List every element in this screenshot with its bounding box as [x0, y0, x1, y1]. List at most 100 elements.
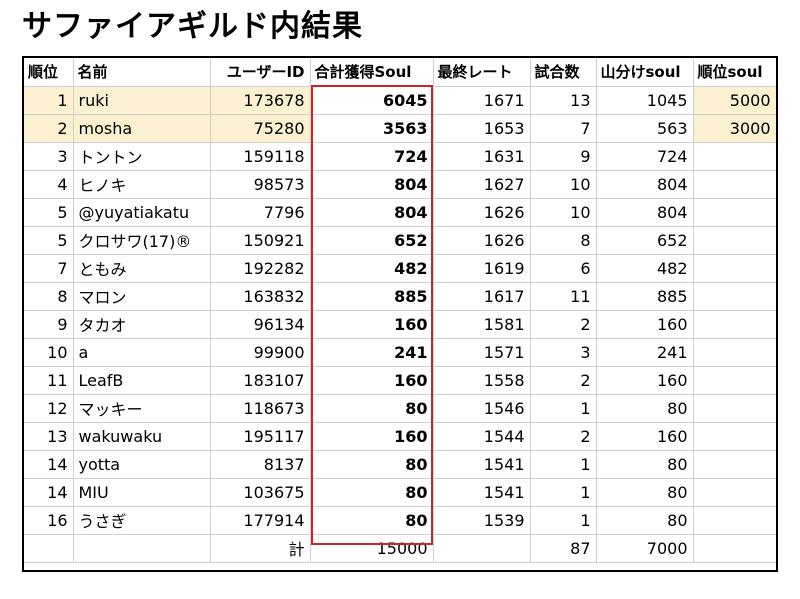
cell-total-soul: 80 [310, 394, 434, 423]
cell-total-soul: 160 [310, 422, 434, 451]
cell-rank-soul [693, 282, 776, 311]
cell-games: 13 [530, 86, 597, 115]
cell-rank: 7 [24, 254, 74, 283]
cell-rank: 5 [24, 198, 74, 227]
header-split-soul: 山分けsoul [596, 58, 694, 87]
table-row: 5 @yuyatiakatu 7796 804 1626 10 804 [24, 198, 776, 227]
cell-final-rate: 1571 [433, 338, 531, 367]
table-row: 1 ruki 173678 6045 1671 13 1045 5000 [24, 86, 776, 115]
cell-final-rate: 1631 [433, 142, 531, 171]
cell-total-soul: 804 [310, 170, 434, 199]
cell-name: トントン [73, 142, 211, 171]
cell-rank: 1 [24, 86, 74, 115]
cell-rank-soul [693, 226, 776, 255]
cell-rank: 2 [24, 114, 74, 143]
cell-user-id: 183107 [210, 366, 311, 395]
cell-rank-soul [693, 338, 776, 367]
cell-rank: 3 [24, 142, 74, 171]
cell-user-id: 99900 [210, 338, 311, 367]
cell-final-rate: 1539 [433, 506, 531, 535]
cell-split-soul: 80 [596, 478, 694, 507]
cell-total-soul: 885 [310, 282, 434, 311]
table-row: 13 wakuwaku 195117 160 1544 2 160 [24, 422, 776, 451]
totals-soul: 15000 [310, 534, 434, 563]
header-user-id: ユーザーID [210, 58, 311, 87]
header-final-rate: 最終レート [433, 58, 531, 87]
cell-split-soul: 885 [596, 282, 694, 311]
cell-user-id: 159118 [210, 142, 311, 171]
cell-final-rate: 1558 [433, 366, 531, 395]
results-table: 順位 名前 ユーザーID 合計獲得Soul 最終レート 試合数 山分けsoul … [22, 56, 778, 572]
cell-games: 6 [530, 254, 597, 283]
cell-games: 2 [530, 310, 597, 339]
table-row: 11 LeafB 183107 160 1558 2 160 [24, 366, 776, 395]
cell-games: 1 [530, 478, 597, 507]
cell-total-soul: 652 [310, 226, 434, 255]
cell-name: タカオ [73, 310, 211, 339]
cell-final-rate: 1541 [433, 450, 531, 479]
cell-rank: 10 [24, 338, 74, 367]
cell-user-id: 103675 [210, 478, 311, 507]
cell-split-soul: 482 [596, 254, 694, 283]
cell-rank: 14 [24, 450, 74, 479]
cell-final-rate: 1541 [433, 478, 531, 507]
cell-games: 2 [530, 366, 597, 395]
cell-split-soul: 80 [596, 506, 694, 535]
cell-rank-soul [693, 478, 776, 507]
table-row: 7 ともみ 192282 482 1619 6 482 [24, 254, 776, 283]
cell-user-id: 98573 [210, 170, 311, 199]
cell-total-soul: 6045 [310, 86, 434, 115]
table-row: 16 うさぎ 177914 80 1539 1 80 [24, 506, 776, 535]
cell-user-id: 150921 [210, 226, 311, 255]
header-rank: 順位 [24, 58, 74, 87]
cell-games: 1 [530, 506, 597, 535]
cell-user-id: 75280 [210, 114, 311, 143]
cell-games: 8 [530, 226, 597, 255]
cell-games: 11 [530, 282, 597, 311]
cell-name: ヒノキ [73, 170, 211, 199]
cell-user-id: 173678 [210, 86, 311, 115]
cell-rank: 14 [24, 478, 74, 507]
cell-user-id: 192282 [210, 254, 311, 283]
cell-rank-soul [693, 198, 776, 227]
cell-rank: 5 [24, 226, 74, 255]
header-name: 名前 [73, 58, 211, 87]
cell-rank: 8 [24, 282, 74, 311]
header-total-soul: 合計獲得Soul [310, 58, 434, 87]
table-row: 3 トントン 159118 724 1631 9 724 [24, 142, 776, 171]
cell-name: ともみ [73, 254, 211, 283]
cell-final-rate: 1627 [433, 170, 531, 199]
cell-split-soul: 160 [596, 310, 694, 339]
cell-user-id: 7796 [210, 198, 311, 227]
cell-split-soul: 652 [596, 226, 694, 255]
cell-games: 2 [530, 422, 597, 451]
cell-rank: 12 [24, 394, 74, 423]
cell-split-soul: 80 [596, 394, 694, 423]
header-games: 試合数 [530, 58, 597, 87]
cell-name: マッキー [73, 394, 211, 423]
cell-final-rate: 1617 [433, 282, 531, 311]
cell-user-id: 118673 [210, 394, 311, 423]
cell-rank: 11 [24, 366, 74, 395]
table-row: 5 クロサワ(17)® 150921 652 1626 8 652 [24, 226, 776, 255]
totals-row: 計 15000 87 7000 [24, 534, 776, 563]
cell-empty [73, 534, 211, 563]
cell-total-soul: 80 [310, 450, 434, 479]
cell-split-soul: 804 [596, 170, 694, 199]
cell-rank-soul: 3000 [693, 114, 776, 143]
cell-final-rate: 1546 [433, 394, 531, 423]
cell-final-rate: 1626 [433, 198, 531, 227]
cell-rank-soul [693, 422, 776, 451]
cell-split-soul: 563 [596, 114, 694, 143]
cell-final-rate: 1619 [433, 254, 531, 283]
table-row: 2 mosha 75280 3563 1653 7 563 3000 [24, 114, 776, 143]
cell-rank-soul [693, 506, 776, 535]
table-row: 10 a 99900 241 1571 3 241 [24, 338, 776, 367]
cell-user-id: 177914 [210, 506, 311, 535]
cell-rank-soul [693, 254, 776, 283]
table-row: 14 yotta 8137 80 1541 1 80 [24, 450, 776, 479]
cell-games: 3 [530, 338, 597, 367]
cell-name: mosha [73, 114, 211, 143]
cell-final-rate: 1581 [433, 310, 531, 339]
cell-empty [24, 534, 74, 563]
